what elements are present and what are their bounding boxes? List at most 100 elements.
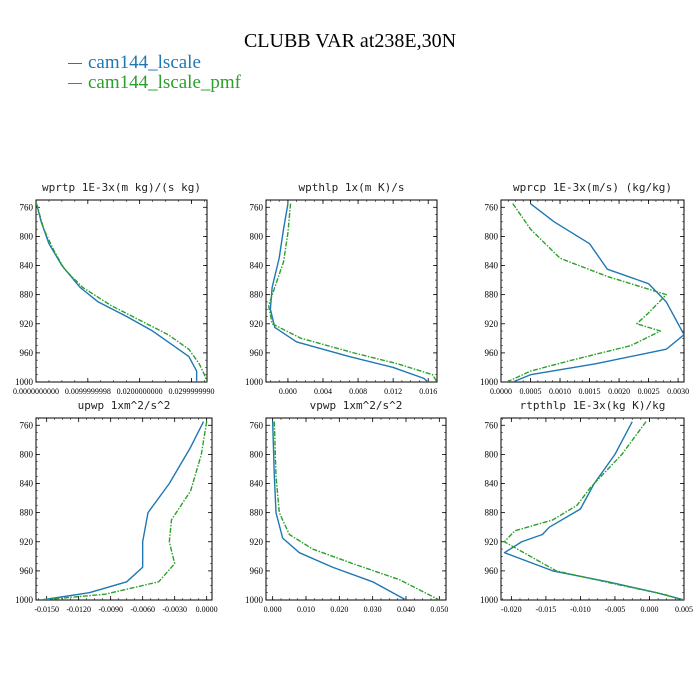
x-tick-label: -0.010 <box>570 605 591 614</box>
y-tick-label: 800 <box>250 231 264 241</box>
y-tick-label: 760 <box>250 202 264 212</box>
y-tick-label: 920 <box>485 537 499 547</box>
x-tick-label: 0.0000 <box>196 605 218 614</box>
x-tick-label: 0.030 <box>364 605 382 614</box>
legend-dashed-line-icon <box>68 83 82 85</box>
plot-frame <box>35 199 208 383</box>
x-tick-label: 0.0200000000 <box>117 387 163 396</box>
series-line-cam144-lscale <box>41 421 205 600</box>
y-tick-label: 920 <box>485 319 499 329</box>
series-line-cam144-lscale-pmf <box>36 203 207 382</box>
x-tick-label: 0.0099999998 <box>65 387 111 396</box>
series-line-cam144-lscale-pmf <box>267 203 437 382</box>
y-tick-label: 920 <box>250 537 264 547</box>
y-tick-label: 1000 <box>15 595 34 605</box>
panel-title: wprtp 1E-3x(m kg)/(s kg) <box>42 181 201 194</box>
x-tick-label: 0.0010 <box>549 387 571 396</box>
y-tick-label: 880 <box>20 508 34 518</box>
x-tick-label: -0.0030 <box>162 605 187 614</box>
x-tick-label: 0.0025 <box>638 387 660 396</box>
legend-label: cam144_lscale <box>88 52 201 73</box>
x-tick-label: -0.005 <box>605 605 626 614</box>
x-tick-label: 0.0030 <box>667 387 689 396</box>
plot-frame <box>500 199 685 383</box>
x-tick-label: 0.050 <box>430 605 448 614</box>
y-tick-label: 1000 <box>480 595 499 605</box>
x-tick-label: 0.010 <box>297 605 315 614</box>
series-line-cam144-lscale-pmf <box>41 421 208 600</box>
y-tick-label: 1000 <box>15 377 34 387</box>
y-tick-label: 800 <box>485 231 499 241</box>
y-tick-label: 840 <box>250 261 264 271</box>
y-tick-label: 840 <box>250 479 264 489</box>
chart-panel-4: upwp 1xm^2/s^27608008408809209601000-0.0… <box>15 399 218 614</box>
x-tick-label: -0.0060 <box>130 605 155 614</box>
x-tick-label: 0.0015 <box>579 387 601 396</box>
y-tick-label: 960 <box>485 348 499 358</box>
x-tick-label: 0.005 <box>675 605 693 614</box>
x-tick-label: -0.0150 <box>34 605 59 614</box>
y-tick-label: 760 <box>20 420 34 430</box>
y-tick-label: 800 <box>20 231 34 241</box>
y-tick-label: 760 <box>485 420 499 430</box>
y-tick-label: 960 <box>485 566 499 576</box>
y-tick-label: 920 <box>250 319 264 329</box>
panel-title: wprcp 1E-3x(m/s) (kg/kg) <box>513 181 672 194</box>
plot-frame <box>265 199 438 383</box>
y-tick-label: 760 <box>485 202 499 212</box>
x-tick-label: 0.000 <box>279 387 297 396</box>
x-tick-label: 0.008 <box>349 387 367 396</box>
x-tick-label: 0.000 <box>264 605 282 614</box>
panel-title: upwp 1xm^2/s^2 <box>78 399 171 412</box>
y-tick-label: 760 <box>250 420 264 430</box>
plot-frame <box>35 417 213 601</box>
y-tick-label: 880 <box>20 290 34 300</box>
y-tick-label: 920 <box>20 537 34 547</box>
x-tick-label: 0.016 <box>419 387 437 396</box>
y-tick-label: 800 <box>20 449 34 459</box>
x-tick-label: 0.0299999990 <box>168 387 214 396</box>
x-tick-label: 0.040 <box>397 605 415 614</box>
y-tick-label: 840 <box>485 479 499 489</box>
y-tick-label: 800 <box>485 449 499 459</box>
legend-label: cam144_lscale_pmf <box>88 72 242 93</box>
y-tick-label: 840 <box>20 261 34 271</box>
legend-line-icon <box>68 63 82 65</box>
x-tick-label: 0.0020 <box>608 387 630 396</box>
legend-item-series-1: cam144_lscale <box>68 52 201 74</box>
plot-frame <box>265 417 447 601</box>
chart-panel-2: wpthlp 1x(m K)/s 760 800 840 880 920 960 1000 0.… <box>245 181 438 396</box>
y-tick-label: 800 <box>250 449 264 459</box>
x-tick-label: 0.020 <box>330 605 348 614</box>
series-line-cam144-lscale-pmf <box>273 421 440 600</box>
chart-panel-1: wprtp 1E-3x(m kg)/(s kg) 760 800 840 880 920 9… <box>13 181 214 396</box>
y-tick-label: 880 <box>485 290 499 300</box>
y-tick-label: 840 <box>20 479 34 489</box>
y-tick-label: 920 <box>20 319 34 329</box>
series-line-cam144-lscale <box>512 203 684 382</box>
x-tick-label: -0.0090 <box>98 605 123 614</box>
y-tick-label: 840 <box>485 261 499 271</box>
plot-frame <box>500 417 685 601</box>
figure-title: CLUBB VAR at238E,30N <box>243 30 457 52</box>
series-line-cam144-lscale-pmf <box>503 421 684 600</box>
chart-panel-3: wprcp 1E-3x(m/s) (kg/kg) 760 800 840 880 920 9… <box>480 181 689 396</box>
y-tick-label: 880 <box>485 508 499 518</box>
panel-title: rtpthlp 1E-3x(kg K)/kg <box>520 399 666 412</box>
y-tick-label: 880 <box>250 290 264 300</box>
y-tick-label: 1000 <box>480 377 499 387</box>
series-line-cam144-lscale <box>503 421 684 600</box>
x-tick-label: -0.0120 <box>66 605 91 614</box>
legend-item-series-2: cam144_lscale_pmf <box>68 72 241 94</box>
x-tick-label: 0.0000 <box>490 387 512 396</box>
x-tick-label: -0.015 <box>536 605 557 614</box>
x-tick-label: 0.004 <box>314 387 332 396</box>
panel-title: vpwp 1xm^2/s^2 <box>310 399 403 412</box>
y-tick-label: 960 <box>250 348 264 358</box>
chart-panel-5: vpwp 1xm^2/s^2 760 800 840 880 920 960 10000.00… <box>245 399 448 614</box>
series-line-cam144-lscale <box>36 203 198 382</box>
y-tick-label: 960 <box>250 566 264 576</box>
series-line-cam144-lscale <box>271 421 407 600</box>
series-line-cam144-lscale-pmf <box>506 203 667 382</box>
